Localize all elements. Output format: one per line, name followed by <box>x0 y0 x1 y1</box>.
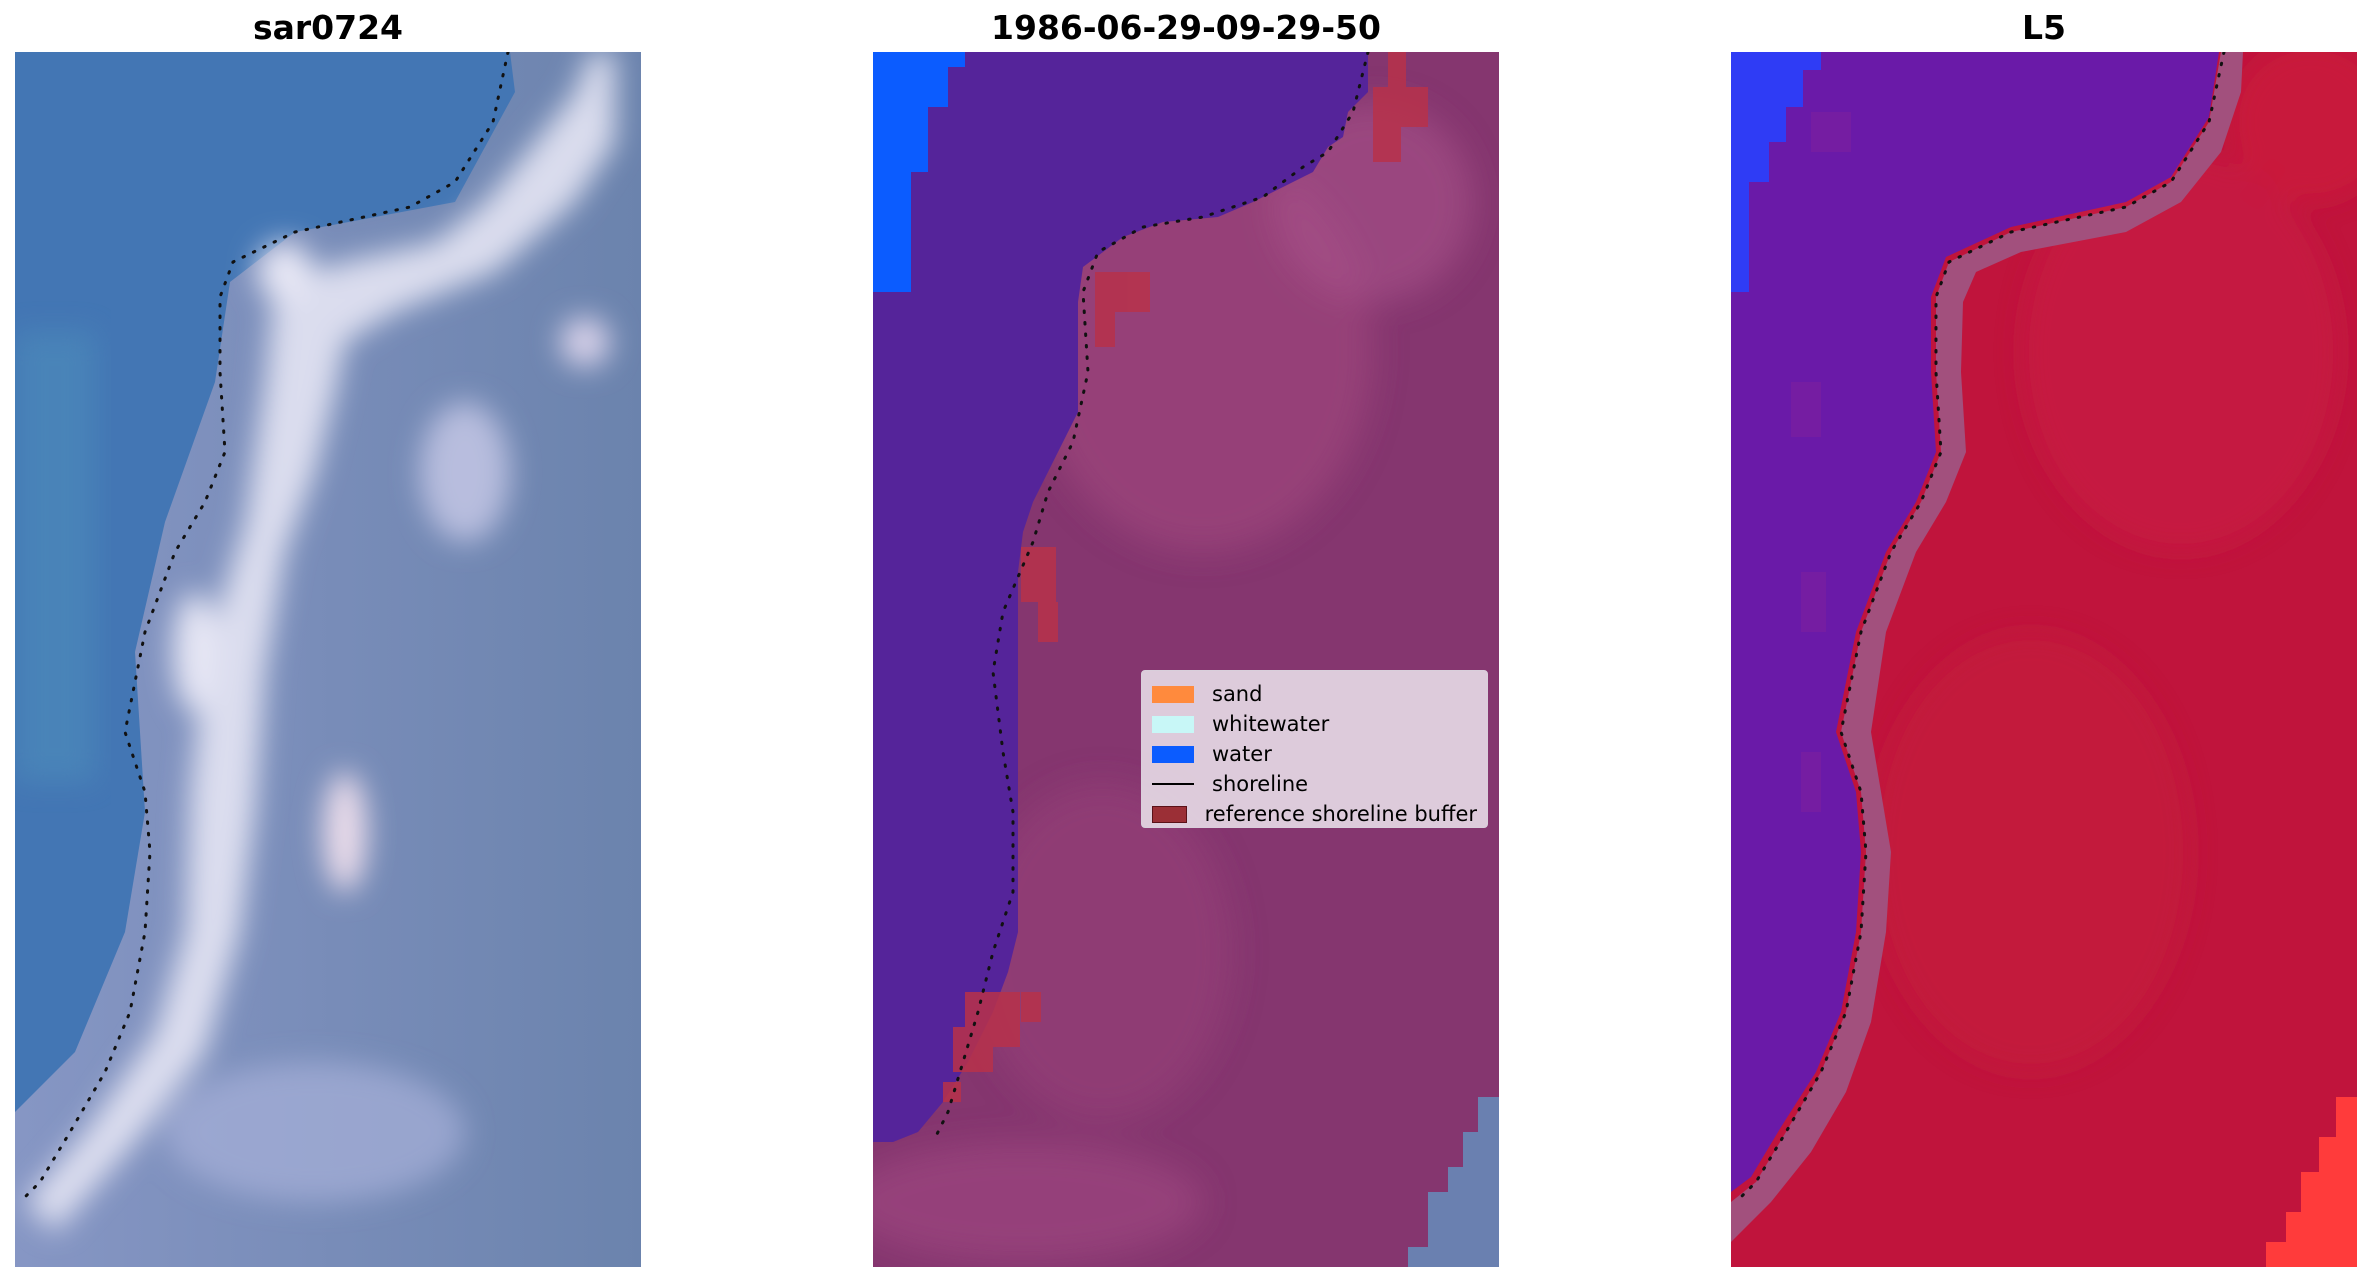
classification-panel <box>873 52 1499 1267</box>
legend-label: reference shoreline buffer <box>1204 802 1477 826</box>
rgb-image-panel <box>15 52 641 1267</box>
legend-item-reference-buffer: reference shoreline buffer <box>1152 799 1477 829</box>
sand-swatch <box>1152 685 1194 703</box>
whitewater-swatch <box>1152 715 1194 733</box>
water-swatch <box>1152 745 1194 763</box>
legend-item-water: water <box>1152 739 1477 769</box>
legend-item-sand: sand <box>1152 679 1477 709</box>
legend-label: water <box>1212 742 1272 766</box>
shoreline-line-icon <box>1152 783 1194 785</box>
rgb-image <box>15 52 641 1267</box>
legend-item-whitewater: whitewater <box>1152 709 1477 739</box>
index-image-panel <box>1731 52 2357 1267</box>
classification-image <box>873 52 1499 1267</box>
legend-label: whitewater <box>1212 712 1330 736</box>
legend-label: shoreline <box>1212 772 1309 796</box>
index-image <box>1731 52 2357 1267</box>
legend-item-shoreline: shoreline <box>1152 769 1477 799</box>
shoreline-classification <box>931 52 1370 1144</box>
panel-title-rgb: sar0724 <box>252 8 404 47</box>
panel-title-classification: 1986-06-29-09-29-50 <box>991 8 1381 47</box>
reference-buffer-swatch <box>1152 805 1187 823</box>
legend: sand whitewater water shoreline referenc… <box>1141 670 1488 828</box>
panel-title-mndwi: L5 <box>2022 8 2066 47</box>
legend-label: sand <box>1212 682 1263 706</box>
